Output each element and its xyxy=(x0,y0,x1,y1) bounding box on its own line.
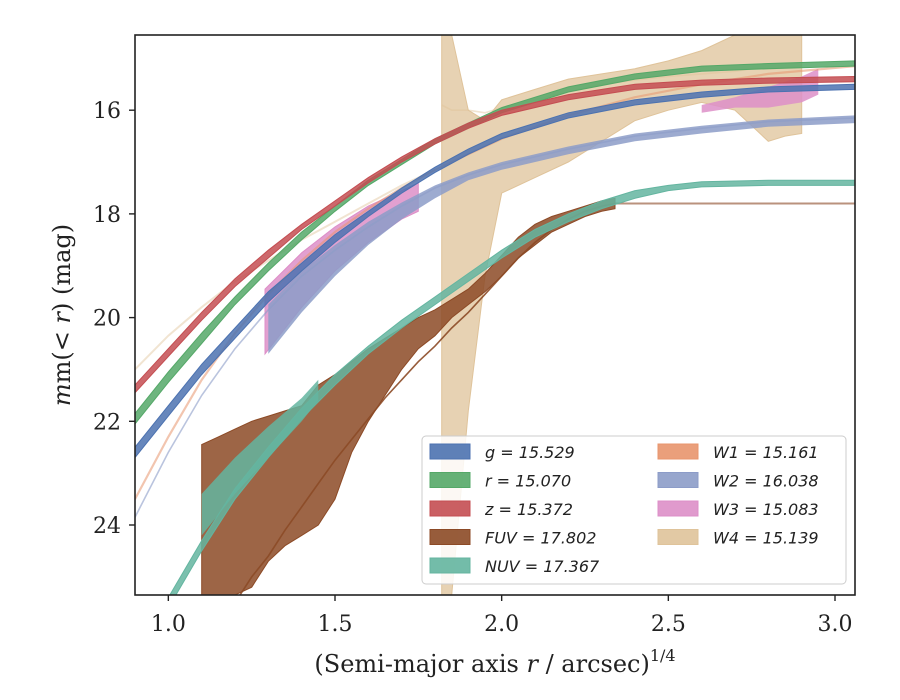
legend-item-fuv: FUV = 17.802 xyxy=(429,529,596,548)
legend-item-z: z = 15.372 xyxy=(429,500,573,519)
x-tick-labels: 1.0 1.5 2.0 2.5 3.0 xyxy=(151,612,853,637)
legend-label: W3 = 15.083 xyxy=(713,500,819,519)
series-z xyxy=(135,75,855,394)
plot-frame xyxy=(134,34,856,596)
x-tick-label: 1.5 xyxy=(318,612,353,637)
series-r-band xyxy=(135,60,855,425)
legend-label: W1 = 15.161 xyxy=(713,443,819,462)
legend-label: g = 15.529 xyxy=(485,443,575,462)
legend-item-w2: W2 = 16.038 xyxy=(657,472,819,491)
legend-label: z = 15.372 xyxy=(484,500,573,519)
legend-box xyxy=(421,435,847,585)
x-tick-label: 2.0 xyxy=(484,612,519,637)
series-fuv-center xyxy=(239,202,616,595)
series-w2-center xyxy=(135,117,855,518)
legend-item-r: r = 15.070 xyxy=(429,472,571,491)
series-z-band xyxy=(135,75,855,394)
x-axis-label: (Semi-major axis r / arcsec)1/4 xyxy=(314,646,675,678)
legend-label: r = 15.070 xyxy=(485,472,571,491)
series-g-band xyxy=(135,83,855,459)
series-w2 xyxy=(135,115,855,518)
legend-item-w4: W4 = 15.139 xyxy=(657,529,819,548)
plot-content xyxy=(135,35,855,595)
y-tick-label: 16 xyxy=(93,99,121,124)
y-tick-label: 22 xyxy=(93,410,121,435)
legend-swatch xyxy=(657,529,699,545)
legend-item-nuv: NUV = 17.367 xyxy=(429,557,600,576)
y-tick-label: 18 xyxy=(93,203,121,228)
legend-label: W4 = 15.139 xyxy=(713,529,819,548)
series-nuv xyxy=(169,179,855,595)
y-tick-labels: 16 18 20 22 24 xyxy=(93,99,121,539)
series-w4-band xyxy=(441,35,803,595)
series-nuv-band xyxy=(169,179,855,595)
legend-label: NUV = 17.367 xyxy=(485,557,600,576)
legend-item-w1: W1 = 15.161 xyxy=(657,443,819,462)
legend-swatch xyxy=(657,500,699,517)
legend-item-g: g = 15.529 xyxy=(429,443,575,462)
legend-swatch xyxy=(657,443,699,460)
series-r xyxy=(135,60,855,425)
legend-swatch xyxy=(429,443,471,460)
y-tick-label: 24 xyxy=(93,514,121,539)
legend-swatch xyxy=(429,472,471,488)
legend-label: FUV = 17.802 xyxy=(485,529,596,548)
legend-item-w3: W3 = 15.083 xyxy=(657,500,819,519)
legend-swatch xyxy=(429,500,471,517)
legend: g = 15.529 r = 15.070 z = 15.372 FUV = 17.8… xyxy=(421,435,847,585)
axis-ticks xyxy=(129,109,836,601)
legend-swatch xyxy=(429,529,471,545)
series-nuv-inner-band xyxy=(201,379,319,536)
legend-swatch xyxy=(657,472,699,488)
series-g xyxy=(135,83,855,459)
x-tick-label: 1.0 xyxy=(151,612,186,637)
legend-label: W2 = 16.038 xyxy=(713,472,819,491)
legend-swatch xyxy=(429,557,471,574)
y-axis-label: mm(< r) (mag) xyxy=(48,224,76,406)
x-tick-label: 2.5 xyxy=(651,612,686,637)
y-tick-label: 20 xyxy=(93,307,121,332)
x-tick-label: 3.0 xyxy=(818,612,853,637)
